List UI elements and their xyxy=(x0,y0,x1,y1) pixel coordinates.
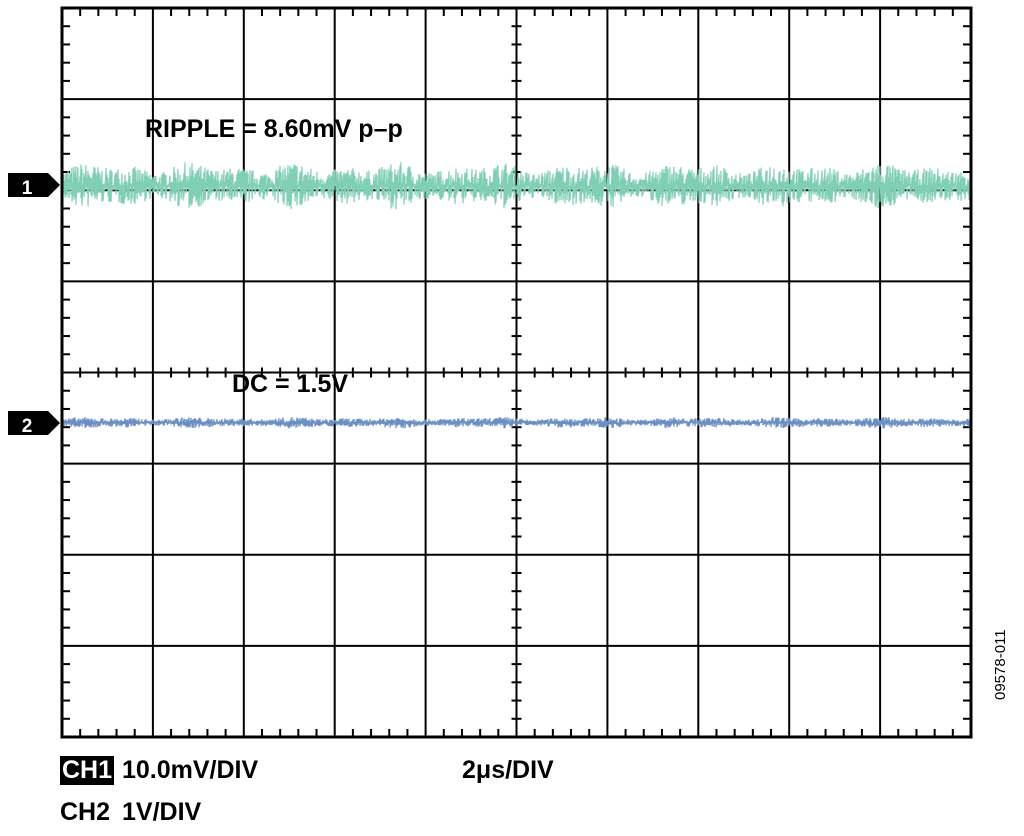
channel-1-trace xyxy=(61,161,972,210)
ch2-label: CH2 xyxy=(60,798,111,826)
channel-2-marker: 2 xyxy=(8,411,60,437)
plot-frame xyxy=(60,6,973,739)
ch1-scale: 10.0mV/DIV xyxy=(122,756,259,784)
ch1-label: CH1 xyxy=(60,756,115,785)
dc-annotation: DC = 1.5V xyxy=(232,370,348,398)
figure-id: 09578-011 xyxy=(992,629,1009,700)
traces xyxy=(61,161,972,429)
ripple-annotation: RIPPLE = 8.60mV p–p xyxy=(145,115,403,143)
channel-1-marker: 1 xyxy=(8,173,60,199)
channel-2-marker-label: 2 xyxy=(22,416,33,437)
channel-2-trace xyxy=(61,416,972,429)
channel-1-marker-label: 1 xyxy=(22,178,33,199)
ch2-scale: 1V/DIV xyxy=(122,798,202,826)
timebase: 2μs/DIV xyxy=(462,756,554,784)
